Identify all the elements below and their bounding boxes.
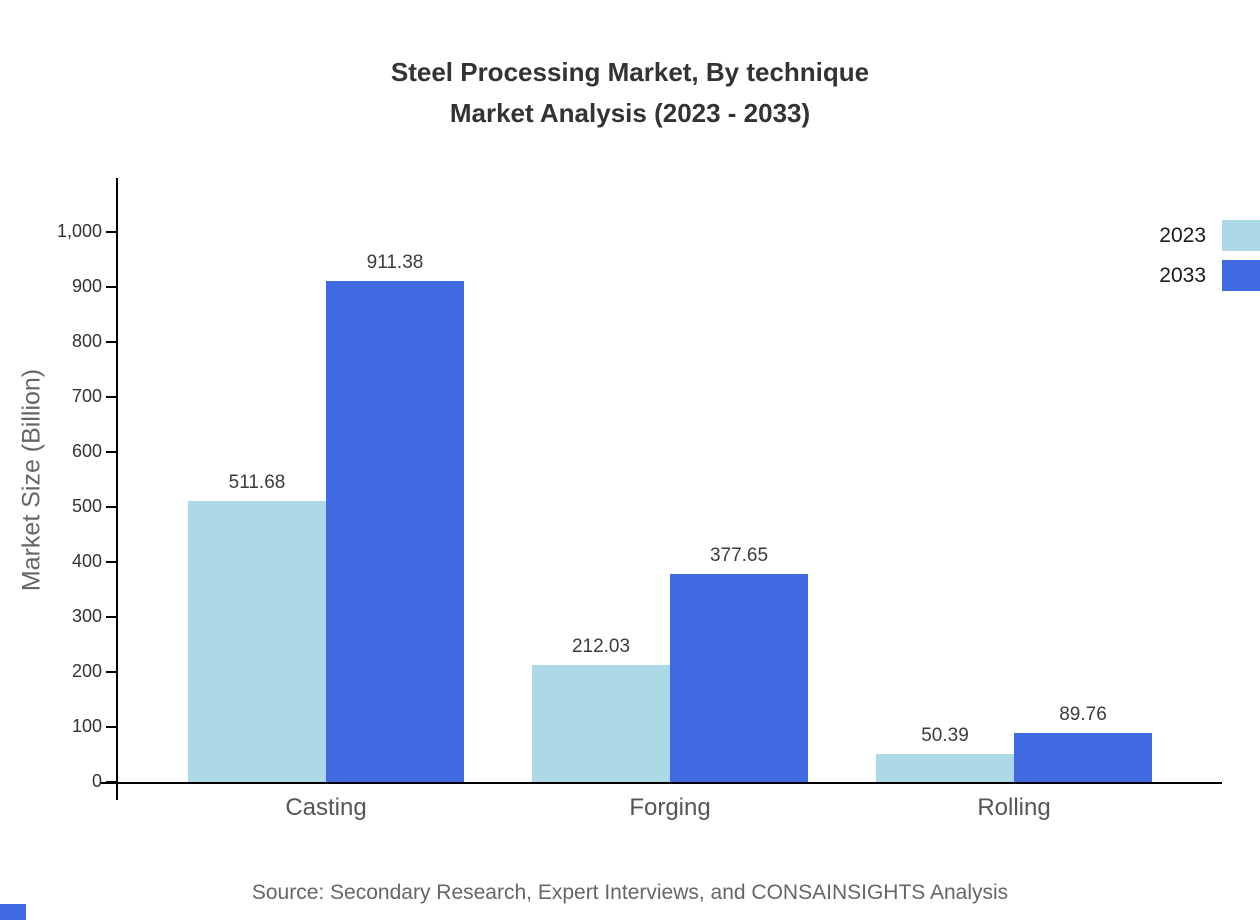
bar-2023-casting	[188, 500, 326, 782]
bar-value-label: 50.39	[921, 725, 969, 747]
y-tick	[106, 726, 116, 728]
x-category-label: Forging	[629, 794, 711, 821]
bar-value-label: 911.38	[366, 251, 424, 273]
y-tick-label: 700	[71, 386, 102, 406]
y-tick	[106, 781, 116, 783]
y-tick-label: 300	[71, 606, 102, 626]
bar-value-label: 511.68	[228, 471, 286, 493]
y-tick	[106, 286, 116, 288]
y-tick	[106, 616, 116, 618]
bar-2023-rolling	[876, 754, 1014, 782]
x-category-label: Casting	[285, 794, 367, 821]
bar-value-label: 212.03	[571, 636, 631, 658]
y-tick-label: 400	[71, 551, 102, 571]
source-note: Source: Secondary Research, Expert Inter…	[251, 881, 1009, 904]
x-category-label: Rolling	[977, 794, 1051, 821]
legend-label: 2033	[1159, 263, 1206, 287]
bar-value-label: 377.65	[709, 545, 769, 567]
y-tick-label: 0	[91, 771, 102, 791]
bar-value-label: 89.76	[1059, 703, 1107, 725]
y-tick-label: 900	[71, 276, 102, 296]
y-tick	[106, 561, 116, 563]
y-tick-label: 600	[71, 441, 102, 461]
y-tick	[106, 671, 116, 673]
legend-swatch	[1222, 220, 1260, 251]
chart-title-line1: Steel Processing Market, By technique	[390, 57, 870, 87]
y-tick	[106, 451, 116, 453]
y-tick	[106, 396, 116, 398]
legend-item-2023: 2023	[1159, 220, 1260, 251]
chart-title-line2: Market Analysis (2023 - 2033)	[449, 98, 811, 128]
legend-swatch	[1222, 260, 1260, 291]
y-tick	[106, 341, 116, 343]
x-axis-line	[100, 782, 1222, 784]
legend-label: 2023	[1159, 223, 1206, 247]
y-tick	[106, 231, 116, 233]
bar-2033-forging	[670, 574, 808, 782]
y-axis-line	[116, 178, 118, 800]
y-tick-label: 200	[71, 661, 102, 681]
chart-title: Steel Processing Market, By technique Ma…	[0, 52, 1260, 134]
y-tick-label: 800	[71, 331, 102, 351]
bar-2023-forging	[532, 665, 670, 782]
y-tick	[106, 506, 116, 508]
bar-2033-rolling	[1014, 732, 1152, 782]
y-tick-label: 500	[71, 496, 102, 516]
brand-mark	[0, 904, 26, 920]
legend-item-2033: 2033	[1159, 260, 1260, 291]
y-tick-label: 100	[71, 716, 102, 736]
bar-2033-casting	[326, 280, 464, 782]
y-tick-label: 1,000	[56, 221, 102, 241]
legend: 2023 2033	[1159, 220, 1260, 291]
